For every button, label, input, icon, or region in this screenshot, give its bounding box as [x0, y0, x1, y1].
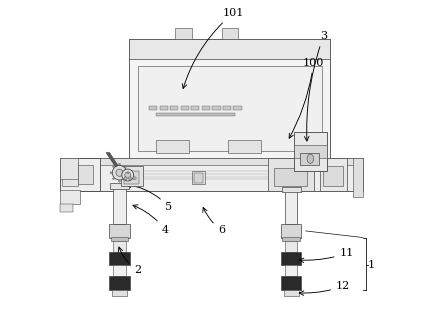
Bar [202, 106, 210, 110]
Bar [228, 140, 261, 153]
Bar [170, 106, 179, 110]
Circle shape [122, 169, 134, 181]
Text: 3: 3 [304, 31, 327, 141]
Circle shape [113, 166, 114, 168]
Bar [181, 106, 189, 110]
Bar [60, 204, 74, 212]
Circle shape [124, 177, 127, 180]
Bar [77, 158, 363, 164]
Bar [77, 158, 363, 191]
Bar [281, 252, 301, 265]
Circle shape [125, 172, 131, 178]
Bar [129, 39, 330, 59]
Bar [113, 186, 126, 224]
Bar [285, 265, 298, 276]
Circle shape [110, 172, 112, 174]
Bar [284, 290, 299, 296]
Circle shape [124, 166, 127, 168]
Bar [109, 252, 130, 265]
Bar [62, 163, 78, 186]
Text: 101: 101 [182, 8, 244, 89]
Bar [121, 166, 143, 186]
Bar [222, 28, 238, 39]
Text: 6: 6 [203, 208, 225, 235]
Text: 4: 4 [133, 205, 169, 235]
Bar [194, 173, 203, 183]
Circle shape [119, 180, 120, 182]
Bar [282, 187, 301, 192]
Circle shape [119, 163, 120, 165]
Circle shape [127, 172, 129, 174]
Bar [192, 171, 205, 184]
Circle shape [113, 178, 114, 180]
Text: 1: 1 [368, 260, 375, 270]
Bar [274, 168, 307, 186]
Bar [223, 106, 231, 110]
Bar [129, 39, 330, 158]
Bar [111, 237, 128, 241]
Bar [285, 241, 298, 252]
Bar [109, 224, 130, 238]
Bar [113, 241, 126, 252]
Bar [282, 237, 300, 241]
Text: 100: 100 [289, 58, 324, 138]
Text: 5: 5 [127, 183, 172, 212]
Bar [78, 164, 93, 184]
Bar [138, 66, 322, 151]
Bar [281, 276, 301, 290]
Bar [149, 106, 157, 110]
Text: 11: 11 [299, 248, 354, 263]
Bar [320, 158, 346, 191]
Bar [60, 190, 80, 204]
Bar [294, 145, 327, 158]
Bar [268, 158, 314, 191]
Bar [60, 158, 100, 191]
Circle shape [133, 177, 136, 180]
Bar [109, 276, 130, 290]
Bar [60, 158, 78, 179]
Bar [159, 106, 168, 110]
Circle shape [112, 165, 127, 180]
Bar [112, 290, 127, 296]
Circle shape [116, 169, 123, 176]
Bar [285, 189, 298, 224]
Bar [113, 265, 126, 276]
Bar [300, 153, 319, 164]
Bar [124, 171, 139, 184]
Bar [323, 166, 343, 186]
Bar [110, 183, 129, 189]
Circle shape [124, 178, 127, 180]
Text: 2: 2 [118, 247, 141, 275]
Ellipse shape [307, 154, 314, 164]
Bar [281, 224, 301, 238]
Text: 12: 12 [299, 281, 350, 295]
Bar [191, 106, 199, 110]
Bar [353, 158, 363, 197]
Bar [175, 28, 192, 39]
Bar [155, 140, 189, 153]
Bar [212, 106, 221, 110]
Bar [294, 132, 327, 171]
Bar [233, 106, 241, 110]
Bar [155, 113, 235, 116]
Circle shape [128, 177, 132, 180]
